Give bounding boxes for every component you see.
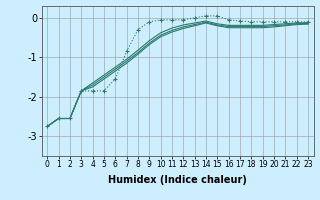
X-axis label: Humidex (Indice chaleur): Humidex (Indice chaleur) [108, 175, 247, 185]
